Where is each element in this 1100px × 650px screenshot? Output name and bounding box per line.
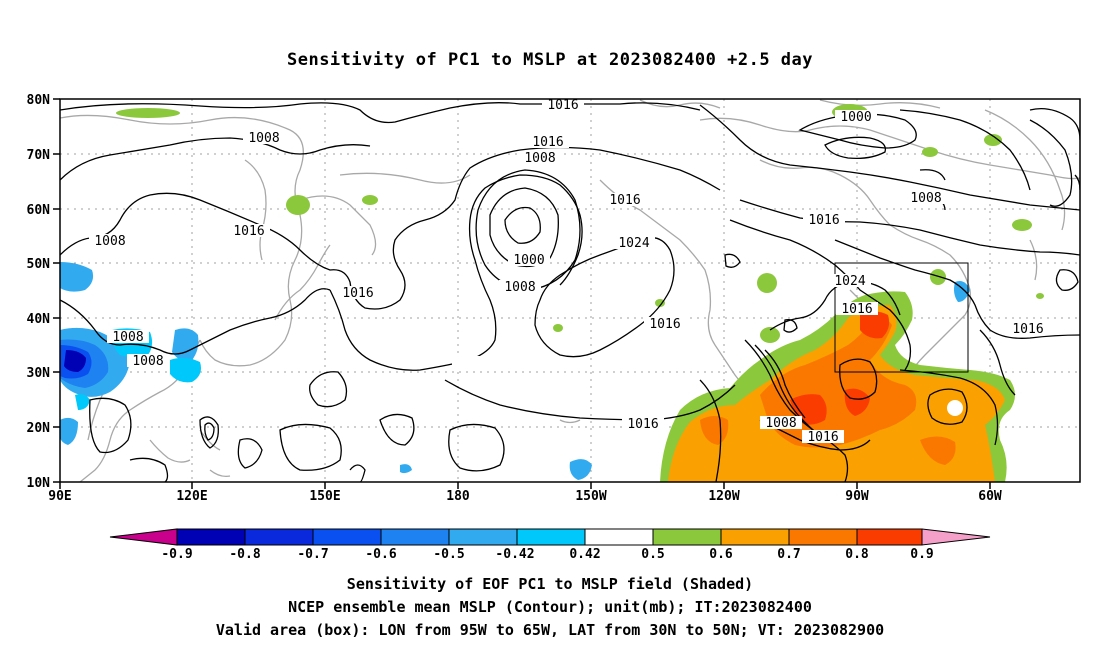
contour-label: 1016	[342, 286, 373, 301]
colorbar-swatch	[244, 528, 314, 546]
contour-label: 1016	[547, 98, 578, 113]
colorbar-label: -0.6	[365, 547, 396, 562]
contour-label: 1000	[840, 110, 871, 125]
contour-label: 1016	[233, 224, 264, 239]
colorbar-label: 0.5	[641, 547, 664, 562]
caption-line-3: Valid area (box): LON from 95W to 65W, L…	[215, 621, 885, 639]
lat-label: 60N	[27, 203, 51, 218]
colorbar-high-arrow	[921, 528, 991, 546]
contour-label: 1008	[910, 191, 941, 206]
colorbar-swatch	[856, 528, 923, 546]
gridlines	[60, 99, 1080, 482]
map-title: Sensitivity of PC1 to MSLP at 2023082400…	[286, 50, 813, 70]
contour-label: 1008	[524, 151, 555, 166]
longitude-labels: 90E 120E 150E 180 150W 120W 90W 60W	[48, 489, 1002, 504]
colorbar-label: 0.6	[709, 547, 733, 562]
contour-label: 1016	[627, 417, 658, 432]
map-frame	[59, 98, 1081, 483]
lat-label: 30N	[27, 366, 51, 381]
lon-label: 90E	[48, 489, 71, 504]
colorbar-swatch	[448, 528, 518, 546]
lon-label: 180	[446, 489, 470, 504]
lat-label: 40N	[27, 312, 51, 327]
latitude-labels: 80N 70N 60N 50N 40N 30N 20N 10N	[27, 93, 51, 491]
lat-label: 50N	[27, 257, 51, 272]
colorbar-swatch	[516, 528, 586, 546]
colorbar-low-arrow	[109, 528, 178, 546]
lat-label: 70N	[27, 148, 51, 163]
colorbar-label: 0.42	[569, 547, 600, 562]
colorbar-label: -0.5	[433, 547, 464, 562]
lon-label: 120E	[176, 489, 207, 504]
contour-label: 1008	[132, 354, 163, 369]
mslp-contours	[60, 102, 1080, 482]
caption-line-1: Sensitivity of EOF PC1 to MSLP field (Sh…	[346, 575, 754, 593]
contour-label: 1008	[94, 234, 125, 249]
contour-label: 1016	[1012, 322, 1043, 337]
lon-label: 150E	[309, 489, 340, 504]
colorbar-swatch	[720, 528, 790, 546]
colorbar-label: -0.42	[495, 547, 534, 562]
lat-label: 10N	[27, 476, 51, 491]
contour-label: 1024	[618, 236, 649, 251]
colorbar-swatch	[652, 528, 722, 546]
axis-ticks	[53, 98, 991, 489]
contour-label: 1000	[513, 253, 544, 268]
contour-label: 1016	[649, 317, 680, 332]
colorbar-label: -0.9	[161, 547, 192, 562]
colorbar-label: -0.7	[297, 547, 328, 562]
colorbar-label: 0.7	[777, 547, 800, 562]
contour-label: 1008	[248, 131, 279, 146]
colorbar-swatch	[176, 528, 246, 546]
lon-label: 120W	[708, 489, 739, 504]
colorbar-swatch	[788, 528, 858, 546]
contour-label: 1016	[841, 302, 872, 317]
contour-label: 1008	[112, 330, 143, 345]
colorbar-label: 0.8	[845, 547, 869, 562]
lon-label: 150W	[575, 489, 606, 504]
contour-label: 1016	[532, 135, 563, 150]
contour-label: 1016	[807, 430, 838, 445]
lon-label: 60W	[978, 489, 1002, 504]
valid-area-box	[834, 262, 969, 373]
lat-label: 80N	[27, 93, 51, 108]
lon-label: 90W	[845, 489, 869, 504]
contour-label: 1016	[609, 193, 640, 208]
contour-label: 1016	[808, 213, 839, 228]
caption-line-2: NCEP ensemble mean MSLP (Contour); unit(…	[288, 598, 812, 616]
colorbar-swatch	[584, 528, 654, 546]
colorbar-swatch	[312, 528, 382, 546]
contour-label-group: 1016 1008 1016 1008 1000 1008 1016 1016 …	[89, 98, 1049, 445]
contour-label: 1008	[504, 280, 535, 295]
colorbar-swatch	[380, 528, 450, 546]
contour-label: 1008	[765, 416, 796, 431]
lat-label: 20N	[27, 421, 51, 436]
colorbar-label: -0.8	[229, 547, 260, 562]
contour-label: 1024	[834, 274, 865, 289]
colorbar: -0.9 -0.8 -0.7 -0.6 -0.5 -0.42 0.42 0.5 …	[109, 528, 991, 562]
colorbar-label: 0.9	[910, 547, 933, 562]
